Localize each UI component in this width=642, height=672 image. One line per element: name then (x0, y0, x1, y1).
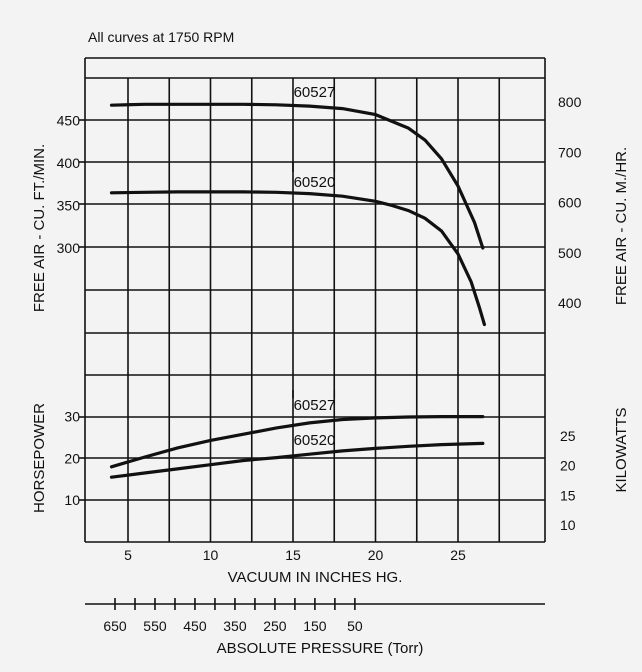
y-left-upper-tick-label: 400 (57, 155, 81, 171)
y-left-upper-tick-label: 300 (57, 240, 81, 256)
curve-lower-60527 (109, 415, 485, 469)
torr-tick-label: 150 (303, 618, 327, 634)
x-tick-label: 15 (285, 547, 301, 563)
torr-tick-label: 450 (183, 618, 207, 634)
y-right-lower-label: KILOWATTS (613, 407, 630, 492)
torr-tick-label: 350 (223, 618, 247, 634)
y-right-upper-tick-label: 700 (558, 144, 582, 160)
y-right-lower-tick-label: 10 (560, 517, 576, 533)
y-right-lower-tick-label: 25 (560, 428, 576, 444)
torr-axis-label: ABSOLUTE PRESSURE (Torr) (217, 640, 424, 657)
torr-tick-label: 250 (263, 618, 287, 634)
series-label-60527-lower: 60527 (294, 397, 336, 414)
x-tick-label: 25 (450, 547, 466, 563)
chart-note: All curves at 1750 RPM (88, 29, 234, 45)
y-right-upper-tick-label: 500 (558, 245, 582, 261)
curve-upper-60520 (109, 190, 486, 327)
y-left-lower-tick-label: 10 (64, 492, 80, 508)
y-right-upper-tick-label: 400 (558, 295, 582, 311)
y-right-lower-tick-label: 20 (560, 458, 576, 474)
torr-tick-label: 550 (143, 618, 167, 634)
series-label-60520-lower: 60520 (294, 432, 336, 449)
y-right-upper-label: FREE AIR - CU. M./HR. (613, 147, 630, 305)
y-left-upper-label: FREE AIR - CU. FT./MIN. (31, 144, 48, 312)
curve-lower-60520 (109, 441, 485, 479)
y-left-upper-tick-label: 450 (57, 113, 81, 129)
x-axis-label: VACUUM IN INCHES HG. (228, 569, 403, 586)
x-tick-label: 10 (203, 547, 219, 563)
y-left-upper-tick-label: 350 (57, 198, 81, 214)
y-left-lower-tick-label: 20 (64, 450, 80, 466)
labels: 60527 60520 60527 60520 All curves at 1750 R… (31, 29, 630, 657)
y-right-upper-tick-label: 800 (558, 94, 582, 110)
series-label-60527-upper: 60527 (294, 84, 336, 101)
y-right-lower-tick-label: 15 (560, 487, 576, 503)
x-tick-label: 5 (124, 547, 132, 563)
torr-tick-label: 650 (103, 618, 127, 634)
y-left-lower-tick-label: 30 (64, 409, 80, 425)
grid (79, 57, 546, 610)
x-tick-label: 20 (368, 547, 384, 563)
series-label-60520-upper: 60520 (294, 174, 336, 191)
y-left-lower-label: HORSEPOWER (31, 403, 48, 513)
curves (109, 102, 486, 479)
torr-tick-label: 50 (347, 618, 363, 634)
curve-upper-60527 (109, 102, 485, 250)
y-right-upper-tick-label: 600 (558, 195, 582, 211)
